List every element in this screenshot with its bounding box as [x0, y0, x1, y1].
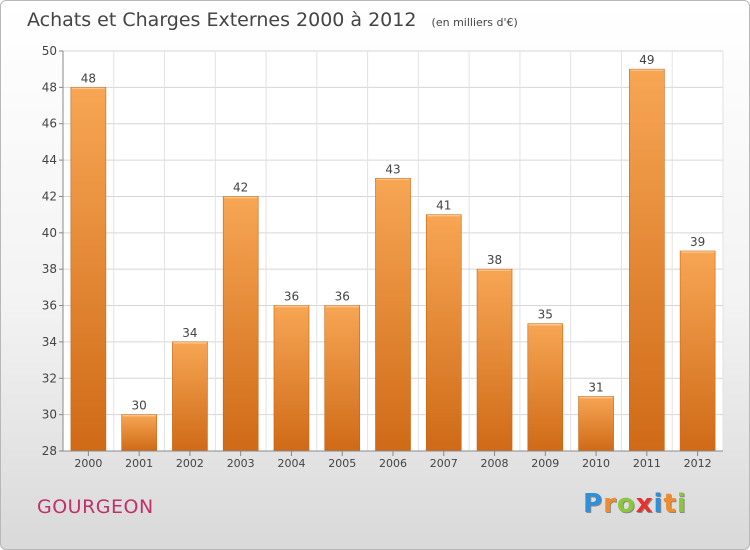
bar-2000 — [70, 87, 107, 452]
data-label-2004: 36 — [284, 290, 299, 304]
y-tick-label: 46 — [42, 117, 57, 131]
bar-2007 — [425, 214, 462, 452]
bar-2001 — [121, 414, 157, 452]
data-label-2008: 38 — [487, 253, 502, 267]
x-tick-label-2005: 2005 — [328, 457, 356, 470]
logo-letter: r — [603, 489, 617, 519]
x-tick-label-2001: 2001 — [125, 457, 153, 470]
logo-letter: o — [616, 489, 636, 519]
x-tick-label-2011: 2011 — [633, 457, 661, 470]
data-label-2007: 41 — [436, 199, 451, 213]
logo-letter: i — [653, 489, 664, 519]
x-tick-label-2006: 2006 — [379, 457, 407, 470]
x-tick-label-2008: 2008 — [481, 457, 509, 470]
logo-letter: P — [583, 489, 604, 519]
axis-layer: 28 30 32 34 36 38 40 42 44 46 48 50 2000 2001 2002 2003… — [42, 44, 723, 470]
data-label-2002: 34 — [182, 326, 197, 340]
data-label-2001: 30 — [132, 399, 147, 413]
data-label-2000: 48 — [81, 71, 96, 85]
x-tick-label-2007: 2007 — [430, 457, 458, 470]
y-tick-label: 32 — [42, 371, 57, 385]
logo-letter: t — [663, 489, 677, 519]
y-tick-label: 36 — [42, 299, 57, 313]
bar-2010 — [578, 396, 614, 452]
bars-layer: 48 30 34 42 36 36 43 41 38 35 31 49 39 — [70, 53, 716, 452]
bar-2011 — [629, 68, 665, 452]
chart-subtitle: (en milliers d'€) — [431, 16, 518, 29]
bar-2008 — [476, 268, 513, 452]
x-tick-label-2009: 2009 — [531, 457, 559, 470]
logo-letter: x — [635, 489, 654, 519]
y-tick-label: 44 — [42, 153, 57, 167]
bar-2002 — [172, 341, 208, 452]
bar-2003 — [222, 196, 259, 452]
y-tick-label: 34 — [42, 335, 57, 349]
bar-2005 — [324, 305, 361, 452]
data-label-2010: 31 — [588, 380, 603, 394]
y-tick-label: 30 — [42, 408, 57, 422]
y-tick-label: 28 — [42, 444, 57, 458]
bar-2006 — [375, 177, 411, 452]
bar-2004 — [273, 305, 310, 452]
x-tick-label-2003: 2003 — [227, 457, 255, 470]
proxiti-logo: Proxiti — [583, 489, 687, 519]
x-tick-label-2010: 2010 — [582, 457, 610, 470]
data-label-2012: 39 — [690, 235, 705, 249]
chart-title-row: Achats et Charges Externes 2000 à 2012 (… — [27, 9, 518, 31]
y-tick-label: 50 — [42, 44, 57, 58]
data-label-2005: 36 — [335, 290, 350, 304]
data-label-2003: 42 — [233, 180, 248, 194]
logo-letter: i — [676, 489, 687, 519]
data-label-2006: 43 — [385, 162, 400, 176]
y-tick-label: 40 — [42, 226, 57, 240]
x-tick-label-2002: 2002 — [176, 457, 204, 470]
bar-2009 — [527, 323, 564, 452]
x-tick-label-2000: 2000 — [74, 457, 102, 470]
y-tick-label: 48 — [42, 80, 57, 94]
data-label-2011: 49 — [639, 53, 654, 67]
y-tick-label: 38 — [42, 262, 57, 276]
x-tick-label-2004: 2004 — [277, 457, 305, 470]
commune-name: GOURGEON — [37, 496, 154, 518]
y-tick-label: 42 — [42, 189, 57, 203]
bar-2012 — [679, 250, 716, 452]
x-tick-label-2012: 2012 — [684, 457, 712, 470]
chart-title: Achats et Charges Externes 2000 à 2012 — [27, 9, 417, 31]
data-label-2009: 35 — [538, 308, 553, 322]
